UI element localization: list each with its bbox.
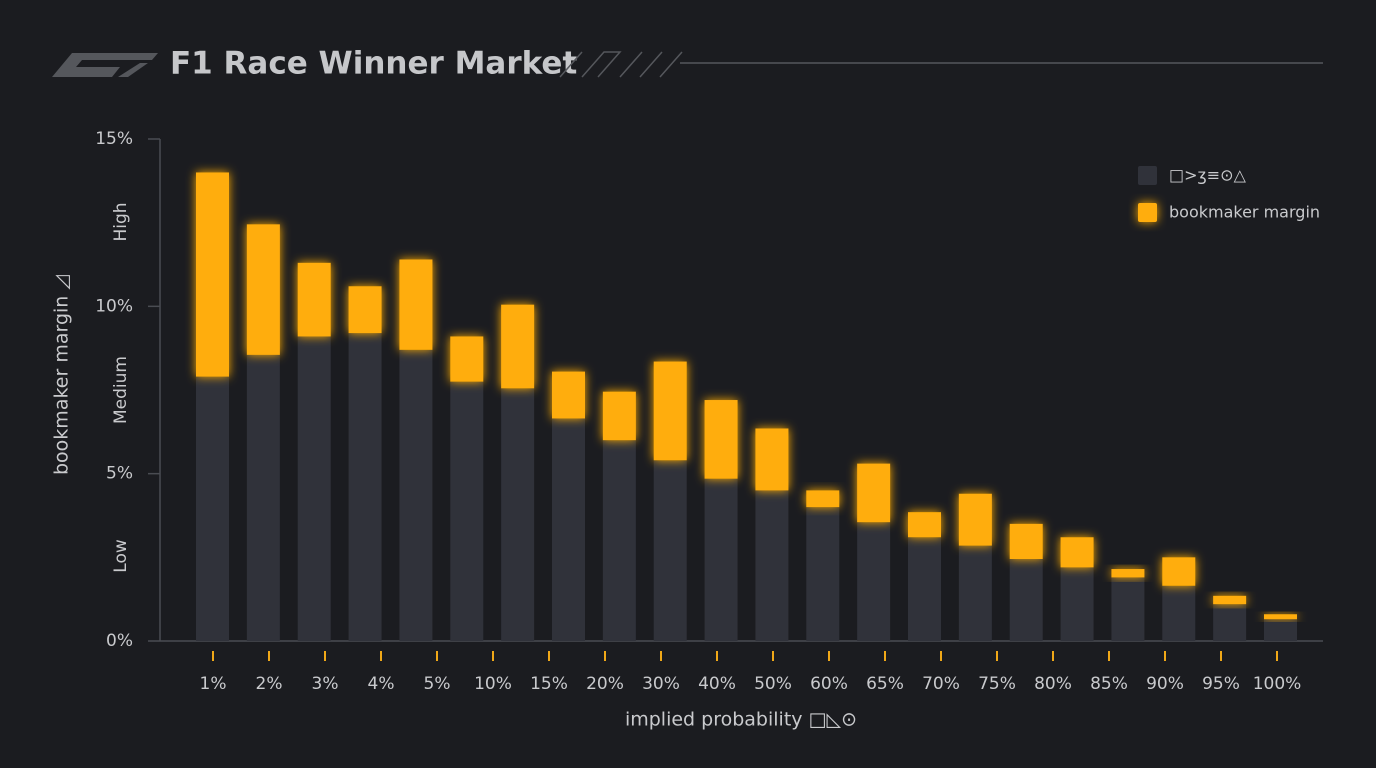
x-tick-label: 5% <box>424 674 451 694</box>
x-tick-label: 75% <box>978 674 1016 694</box>
bar-segment <box>1162 585 1196 641</box>
bar-segment <box>399 349 433 641</box>
bar-segment <box>297 262 331 337</box>
bar-segment <box>755 428 789 491</box>
legend-label: bookmaker margin <box>1169 203 1320 222</box>
bar-segment <box>297 336 331 641</box>
x-tick-label: 50% <box>754 674 792 694</box>
bar-segment <box>196 172 229 377</box>
bar-segment <box>908 512 941 538</box>
x-tick-label: 20% <box>586 674 624 694</box>
bar-segment <box>1111 577 1145 641</box>
bar-segment <box>857 463 891 523</box>
logo <box>52 53 158 77</box>
bar-segment <box>348 333 382 641</box>
bar-segment <box>806 507 840 641</box>
bar-segment <box>450 336 484 382</box>
legend-swatch <box>1138 166 1157 185</box>
title-decoration <box>559 51 1323 78</box>
bar-segment <box>501 304 535 389</box>
x-tick-label: 40% <box>698 674 736 694</box>
bar-segment <box>1009 523 1043 560</box>
bar-segment <box>1162 557 1196 586</box>
bar-segment <box>1213 595 1247 605</box>
bar-segment <box>958 493 992 546</box>
bar-segment <box>246 224 280 355</box>
x-tick-label: 85% <box>1090 674 1128 694</box>
bar-segment <box>1213 604 1247 641</box>
bar-segment <box>1264 614 1297 620</box>
x-tick-label: 30% <box>642 674 680 694</box>
bar-segment <box>450 381 484 641</box>
bar-segment <box>196 376 229 641</box>
bar-segment <box>704 478 738 641</box>
bar-segment <box>246 354 280 641</box>
x-tick-label: 3% <box>312 674 339 694</box>
bar-segment <box>806 490 840 508</box>
annotation: High <box>111 202 131 241</box>
bar-segment <box>1060 567 1094 641</box>
bar-segment <box>653 460 687 641</box>
y-tick-label: 5% <box>106 464 133 484</box>
bar-segment <box>857 522 891 641</box>
bar-segment <box>602 440 636 641</box>
bar-segment <box>1264 619 1297 641</box>
chart-title: F1 Race Winner Market <box>170 46 577 82</box>
x-tick-label: 80% <box>1034 674 1072 694</box>
bar-segment <box>908 537 941 641</box>
legend-label: □>ʒ≡⊙△ <box>1169 166 1247 185</box>
legend-swatch <box>1138 203 1157 222</box>
bar-segment <box>399 259 433 350</box>
bar-segment <box>348 286 382 334</box>
x-tick-label: 95% <box>1202 674 1240 694</box>
x-tick-label: 65% <box>866 674 904 694</box>
x-tick-label: 100% <box>1253 674 1302 694</box>
bar-segment <box>653 361 687 461</box>
annotation: Low <box>111 539 131 573</box>
bar-segment <box>704 400 738 479</box>
bar-segment <box>958 545 992 641</box>
bar-segment <box>755 490 789 641</box>
y-tick-label: 10% <box>95 296 133 316</box>
bar-segment <box>552 418 585 641</box>
y-tick-label: 0% <box>106 631 133 651</box>
annotation: Medium <box>111 356 131 424</box>
bar-segment <box>1060 537 1094 568</box>
x-tick-label: 15% <box>530 674 568 694</box>
x-tick-label: 70% <box>922 674 960 694</box>
bar-segment <box>1111 569 1145 578</box>
bar-segment <box>501 388 535 641</box>
y-axis-label: bookmaker margin ◿ <box>51 275 73 475</box>
y-tick-label: 15% <box>95 129 133 149</box>
bar-segment <box>552 371 585 419</box>
bar-segment <box>1009 559 1043 641</box>
x-axis-label: implied probability □◺⊙ <box>625 709 857 731</box>
x-tick-label: 60% <box>810 674 848 694</box>
bar-segment <box>602 391 636 441</box>
x-tick-label: 90% <box>1146 674 1184 694</box>
x-tick-label: 10% <box>474 674 512 694</box>
x-tick-label: 1% <box>200 674 227 694</box>
x-tick-label: 4% <box>368 674 395 694</box>
x-tick-label: 2% <box>256 674 283 694</box>
